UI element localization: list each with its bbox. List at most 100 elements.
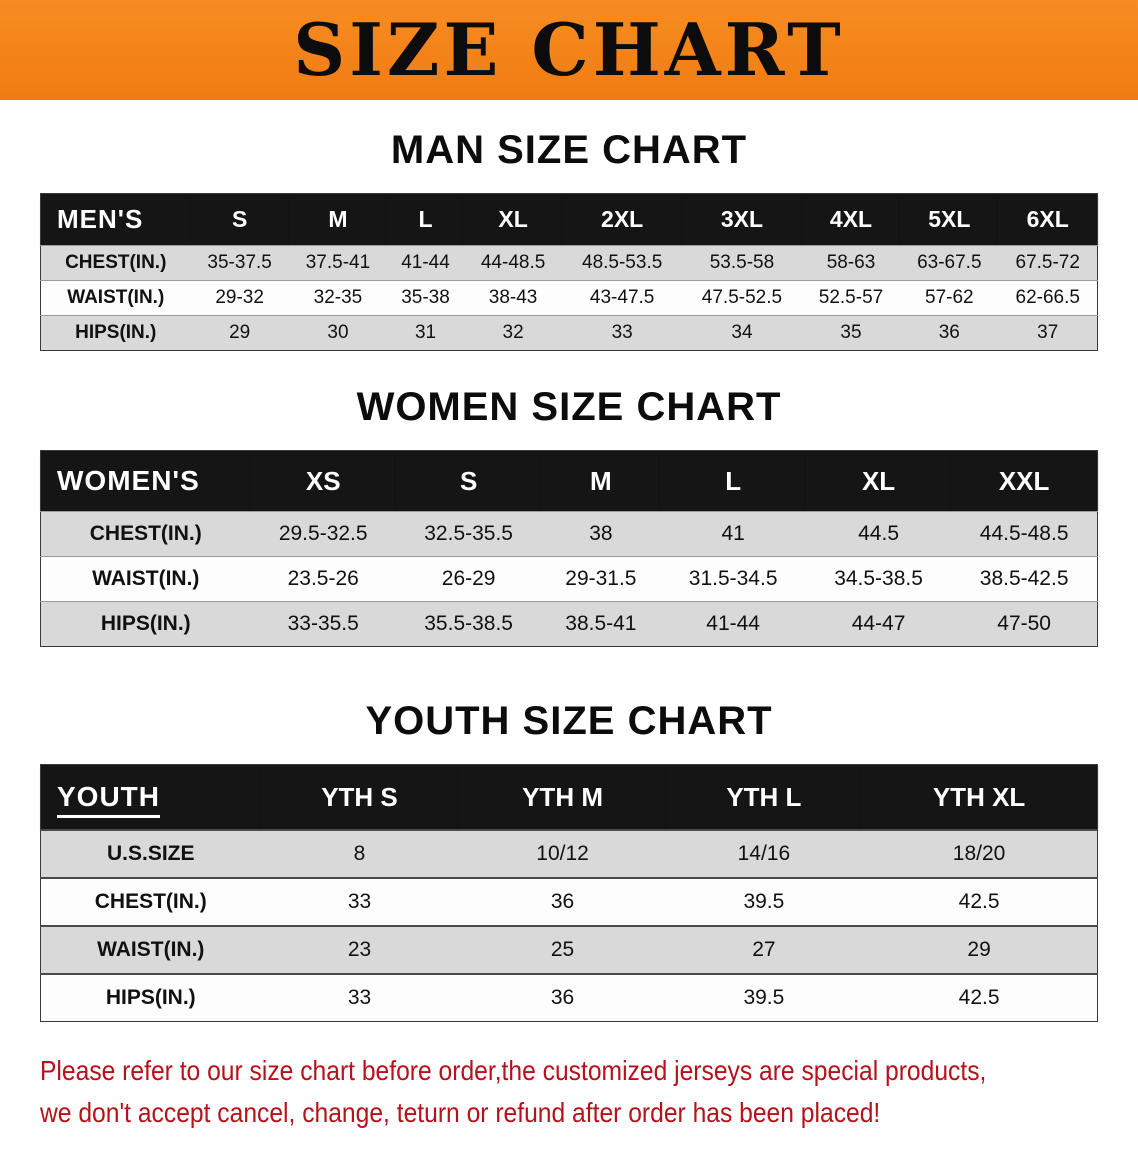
table-corner-label: MEN'S — [40, 193, 191, 246]
table-cell: 35 — [840, 322, 862, 343]
table-cell: 41-44 — [401, 252, 450, 273]
table-cell: 58-63 — [826, 252, 876, 273]
table-corner-label: WOMEN'S — [40, 450, 251, 512]
table-cell: 39.5 — [743, 890, 785, 913]
row-label: CHEST(IN.) — [89, 522, 202, 545]
table-cell: 32 — [502, 322, 524, 343]
table-cell: 33-35.5 — [287, 612, 359, 635]
table-row: U.S.SIZE 8 10/12 14/16 18/20 — [40, 830, 1098, 878]
row-label: HIPS(IN.) — [105, 986, 196, 1009]
table-cell: 38.5-42.5 — [979, 567, 1069, 590]
table-cell: 44-47 — [851, 612, 906, 635]
table-cell: 63-67.5 — [917, 252, 982, 273]
table-cell: 31.5-34.5 — [688, 567, 778, 590]
column-header: L — [387, 193, 464, 246]
women-size-table: WOMEN'S XS S M L XL XXL CHEST(IN.) 29.5-32.5 32.5… — [40, 450, 1098, 647]
men-size-table: MEN'S S M L XL 2XL 3XL 4XL 5XL 6XL CHEST(IN.) 35-37… — [40, 193, 1098, 351]
table-row: WAIST(IN.) 29-32 32-35 35-38 38-43 43-47.5 47.… — [40, 280, 1098, 316]
table-cell: 38.5-41 — [565, 612, 637, 635]
table-cell: 27 — [752, 938, 776, 961]
row-label: WAIST(IN.) — [92, 567, 200, 590]
table-header-row: MEN'S S M L XL 2XL 3XL 4XL 5XL 6XL — [40, 193, 1098, 246]
table-row: CHEST(IN.) 33 36 39.5 42.5 — [40, 878, 1098, 926]
table-cell: 47-50 — [997, 612, 1051, 635]
men-table-wrap: MEN'S S M L XL 2XL 3XL 4XL 5XL 6XL CHEST(IN.) 35-37… — [0, 193, 1138, 351]
table-cell: 29.5-32.5 — [278, 522, 368, 545]
men-section-heading: MAN SIZE CHART — [390, 128, 748, 172]
youth-section: YOUTH SIZE CHART YOUTH YTH S YTH M YTH L YTH… — [0, 699, 1138, 1022]
table-corner-label: YOUTH — [40, 764, 261, 830]
table-cell: 48.5-53.5 — [582, 252, 663, 273]
table-cell: 29-31.5 — [565, 567, 637, 590]
table-row: HIPS(IN.) 33 36 39.5 42.5 — [40, 974, 1098, 1022]
table-cell: 33 — [347, 986, 372, 1009]
row-label: HIPS(IN.) — [100, 612, 191, 635]
table-cell: 36 — [550, 986, 575, 1009]
table-row: CHEST(IN.) 35-37.5 37.5-41 41-44 44-48.5 48.5… — [40, 245, 1098, 281]
table-row: WAIST(IN.) 23 25 27 29 — [40, 926, 1098, 974]
column-header: 3XL — [682, 193, 802, 246]
column-header: XL — [805, 450, 952, 512]
women-section-heading: WOMEN SIZE CHART — [356, 385, 782, 429]
table-cell: 10/12 — [536, 842, 589, 865]
column-header: 5XL — [900, 193, 999, 246]
table-cell: 32.5-35.5 — [424, 522, 513, 545]
row-label: WAIST(IN.) — [97, 938, 205, 961]
column-header: 6XL — [998, 193, 1098, 246]
table-cell: 43-47.5 — [589, 287, 655, 308]
table-cell: 57-62 — [925, 287, 974, 308]
row-label: U.S.SIZE — [106, 842, 195, 865]
table-cell: 25 — [550, 938, 575, 961]
table-cell: 41 — [721, 522, 745, 545]
footer-disclaimer: Please refer to our size chart before or… — [0, 1022, 1138, 1158]
column-header: M — [541, 450, 661, 512]
table-cell: 41-44 — [706, 612, 760, 635]
column-header: XXL — [951, 450, 1098, 512]
table-cell: 37.5-41 — [305, 252, 371, 273]
row-label: CHEST(IN.) — [65, 252, 167, 273]
table-cell: 38 — [589, 522, 613, 545]
table-row: HIPS(IN.) 33-35.5 35.5-38.5 38.5-41 41-44 44-… — [40, 601, 1098, 647]
men-section: MAN SIZE CHART MEN'S S M L XL 2XL 3XL 4XL 5XL 6XL… — [0, 128, 1138, 351]
table-cell: 39.5 — [743, 986, 785, 1009]
women-table-wrap: WOMEN'S XS S M L XL XXL CHEST(IN.) 29.5-32.5 32.5… — [0, 450, 1138, 647]
column-header: XL — [463, 193, 563, 246]
column-header: YTH L — [666, 764, 862, 830]
table-cell: 62-66.5 — [1015, 287, 1080, 308]
youth-section-heading: YOUTH SIZE CHART — [365, 699, 773, 743]
table-cell: 42.5 — [958, 986, 1000, 1009]
table-cell: 32-35 — [313, 287, 363, 308]
column-header: M — [288, 193, 388, 246]
table-cell: 14/16 — [737, 842, 791, 865]
table-cell: 23.5-26 — [287, 567, 359, 590]
table-header-row: WOMEN'S XS S M L XL XXL — [40, 450, 1098, 512]
table-cell: 42.5 — [958, 890, 1000, 913]
table-cell: 18/20 — [952, 842, 1006, 865]
table-row: CHEST(IN.) 29.5-32.5 32.5-35.5 38 41 44.5 44.5… — [40, 511, 1098, 557]
youth-table-wrap: YOUTH YTH S YTH M YTH L YTH XL U.S.SIZE 8 10/12… — [0, 764, 1138, 1022]
column-header: 2XL — [562, 193, 683, 246]
disclaimer-line-1: Please refer to our size chart before or… — [40, 1055, 987, 1086]
table-cell: 47.5-52.5 — [701, 287, 783, 308]
table-cell: 53.5-58 — [709, 252, 775, 273]
table-cell: 31 — [414, 322, 437, 343]
column-header: XS — [250, 450, 396, 512]
table-cell: 37 — [1037, 322, 1059, 343]
column-header: YTH M — [458, 764, 667, 830]
column-header: YTH XL — [861, 764, 1098, 830]
column-header: S — [190, 193, 289, 246]
table-cell: 8 — [353, 842, 366, 865]
table-cell: 35-37.5 — [207, 252, 272, 273]
column-header: L — [660, 450, 806, 512]
table-cell: 33 — [347, 890, 372, 913]
table-cell: 29-32 — [215, 287, 264, 308]
table-cell: 33 — [611, 322, 633, 343]
table-cell: 30 — [327, 322, 349, 343]
disclaimer-line-2: we don't accept cancel, change, teturn o… — [40, 1097, 881, 1128]
table-cell: 34.5-38.5 — [834, 567, 923, 590]
table-cell: 52.5-57 — [818, 287, 884, 308]
table-cell: 44.5-48.5 — [979, 522, 1069, 545]
banner-title: SIZE CHART — [293, 7, 845, 92]
table-row: WAIST(IN.) 23.5-26 26-29 29-31.5 31.5-34.5 34… — [40, 556, 1098, 602]
